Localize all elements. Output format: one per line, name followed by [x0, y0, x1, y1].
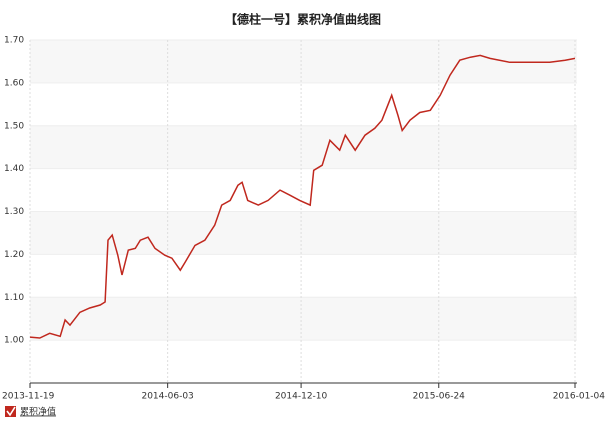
line [29, 54, 576, 339]
grid-band [30, 297, 577, 341]
y-tick-label: 1.70 [4, 36, 24, 46]
x-tick-label: 2013-11-19 [2, 392, 55, 402]
grid-band [30, 125, 577, 169]
legend-check [6, 406, 16, 417]
y-tick-label: 1.50 [4, 121, 24, 131]
legend-label: 累积净值 [20, 406, 56, 418]
y-tick-label: 1.40 [4, 164, 24, 174]
chart-title: 【德柱一号】累积净值曲线图 [225, 12, 381, 27]
legend-box[interactable] [5, 406, 16, 417]
x-tick-label: 2015-06-24 [413, 392, 466, 402]
y-tick-label: 1.60 [4, 78, 24, 88]
x-tick-label: 2014-06-03 [141, 392, 193, 402]
x-tick-label: 2016-01-04 [553, 392, 606, 402]
y-tick-label: 1.20 [4, 250, 24, 260]
x-tick-label: 2014-12-10 [275, 392, 328, 402]
grid-band [30, 40, 577, 83]
y-tick-label: 1.10 [4, 293, 24, 303]
grid-band [30, 211, 577, 255]
y-tick-label: 1.30 [4, 207, 24, 217]
y-tick-label: 1.00 [4, 336, 24, 346]
